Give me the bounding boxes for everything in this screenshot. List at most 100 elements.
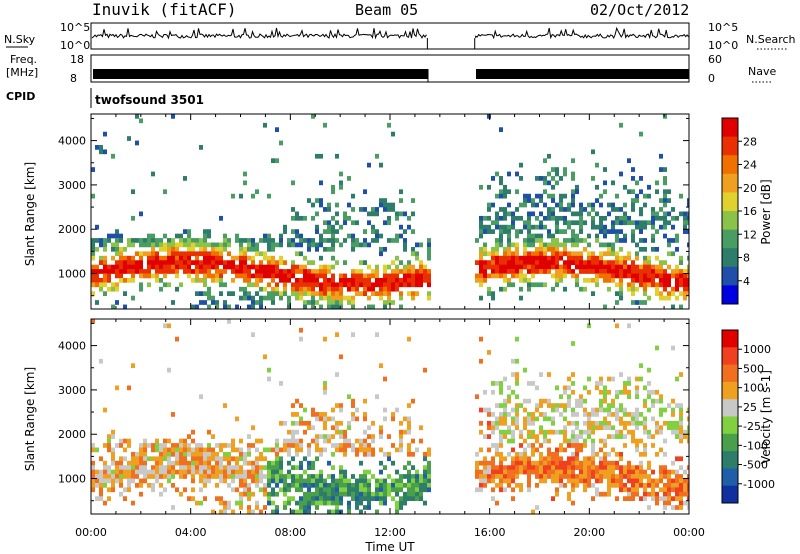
heatmap-cell — [131, 500, 135, 506]
heatmap-cell — [503, 260, 507, 265]
heatmap-cell — [687, 500, 689, 506]
heatmap-cell — [171, 255, 175, 261]
heatmap-cell — [571, 171, 575, 177]
heatmap-cell — [683, 478, 687, 484]
heatmap-cell — [335, 332, 339, 338]
heatmap-cell — [675, 491, 679, 497]
freq-tick-top: 18 — [70, 53, 84, 66]
heatmap-cell — [603, 416, 607, 422]
heatmap-cell — [371, 229, 375, 234]
heatmap-cell — [363, 478, 367, 484]
heatmap-cell — [367, 295, 371, 301]
heatmap-cell — [515, 456, 519, 462]
heatmap-cell — [527, 482, 531, 488]
heatmap-cell — [163, 474, 167, 479]
heatmap-cell — [227, 460, 231, 466]
heatmap-cell — [299, 269, 303, 274]
heatmap-cell — [387, 491, 391, 497]
heatmap-cell — [303, 300, 307, 305]
heatmap-cell — [231, 291, 235, 297]
heatmap-cell — [231, 456, 235, 462]
heatmap-cell — [399, 260, 403, 265]
heatmap-cell — [295, 295, 299, 301]
heatmap-cell — [255, 500, 259, 506]
heatmap-cell — [483, 434, 487, 439]
heatmap-cell — [667, 403, 671, 408]
heatmap-cell — [107, 233, 111, 239]
heatmap-cell — [415, 474, 419, 479]
heatmap-cell — [479, 447, 483, 453]
heatmap-cell — [679, 487, 683, 493]
heatmap-cell — [543, 416, 547, 422]
heatmap-cell — [375, 238, 379, 243]
heatmap-cell — [267, 269, 271, 274]
heatmap-cell — [395, 286, 399, 292]
heatmap-cell — [231, 487, 235, 493]
heatmap-cell — [283, 282, 287, 288]
freq-trace-b — [476, 69, 689, 79]
heatmap-cell — [523, 224, 527, 230]
heatmap-cell — [359, 282, 363, 288]
heatmap-cell — [667, 482, 671, 488]
heatmap-cell — [335, 229, 339, 234]
heatmap-cell — [191, 246, 195, 252]
heatmap-cell — [523, 238, 527, 243]
heatmap-cell — [603, 260, 607, 265]
heatmap-cell — [599, 264, 603, 270]
heatmap-cell — [363, 207, 367, 212]
heatmap-cell — [623, 255, 627, 261]
heatmap-cell — [675, 403, 679, 408]
heatmap-cell — [351, 286, 355, 292]
heatmap-cell — [227, 319, 231, 324]
heatmap-cell — [195, 255, 199, 261]
heatmap-cell — [331, 434, 335, 439]
heatmap-cell — [163, 456, 167, 462]
heatmap-cell — [259, 264, 263, 270]
heatmap-cell — [539, 451, 543, 457]
heatmap-cell — [599, 273, 603, 279]
heatmap-cell — [499, 381, 503, 386]
heatmap-cell — [147, 482, 151, 488]
heatmap-cell — [147, 282, 151, 288]
heatmap-cell — [155, 478, 159, 484]
heatmap-cell — [563, 286, 567, 292]
heatmap-cell — [675, 425, 679, 431]
heatmap-cell — [271, 478, 275, 484]
heatmap-cell — [527, 220, 531, 226]
heatmap-cell — [151, 251, 155, 257]
heatmap-cell — [239, 286, 243, 292]
heatmap-cell — [619, 407, 623, 413]
heatmap-cell — [675, 420, 679, 426]
heatmap-cell — [203, 269, 207, 274]
heatmap-cell — [215, 451, 219, 457]
heatmap-cell — [191, 478, 195, 484]
heatmap-cell — [239, 451, 243, 457]
heatmap-cell — [643, 425, 647, 431]
heatmap-cell — [687, 242, 689, 248]
heatmap-cell — [315, 447, 319, 453]
heatmap-cell — [535, 215, 539, 221]
heatmap-cell — [139, 469, 143, 475]
heatmap-cell — [207, 469, 211, 475]
heatmap-cell — [659, 465, 663, 470]
heatmap-cell — [591, 456, 595, 462]
heatmap-cell — [323, 389, 327, 395]
heatmap-cell — [327, 474, 331, 479]
heatmap-cell — [119, 233, 123, 239]
heatmap-cell — [235, 264, 239, 270]
heatmap-cell — [199, 242, 203, 248]
heatmap-cell — [667, 496, 671, 502]
heatmap-cell — [587, 469, 591, 475]
heatmap-cell — [151, 482, 155, 488]
heatmap-cell — [515, 251, 519, 257]
heatmap-cell — [619, 291, 623, 297]
heatmap-cell — [595, 264, 599, 270]
heatmap-cell — [143, 447, 147, 453]
heatmap-cell — [275, 460, 279, 466]
heatmap-cell — [399, 438, 403, 444]
heatmap-cell — [111, 434, 115, 439]
heatmap-cell — [655, 246, 659, 252]
heatmap-cell — [555, 385, 559, 391]
heatmap-cell — [475, 273, 479, 279]
heatmap-cell — [139, 447, 143, 453]
